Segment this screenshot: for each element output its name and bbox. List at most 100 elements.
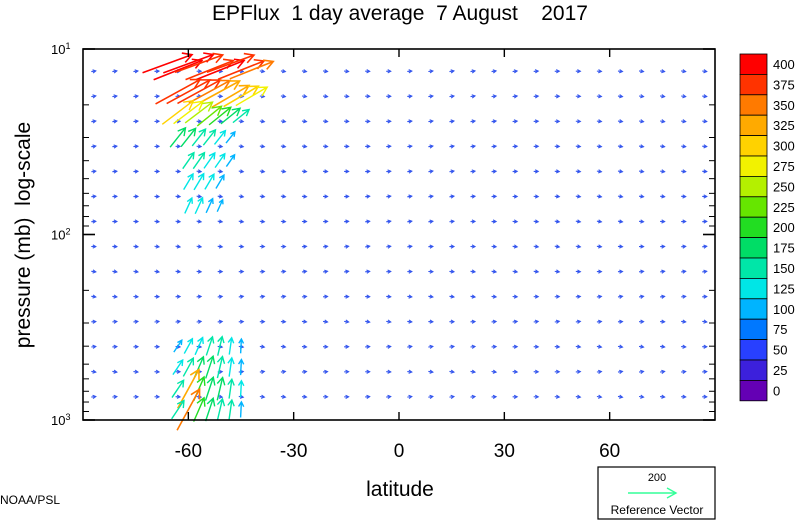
- background-vector: [133, 119, 140, 124]
- epflux-vector: [229, 59, 275, 80]
- background-vector: [322, 319, 329, 324]
- background-vector: [638, 69, 645, 74]
- background-vector: [512, 144, 519, 149]
- background-vector: [407, 94, 413, 99]
- epflux-vector: [237, 400, 245, 418]
- background-vector: [91, 344, 97, 349]
- background-vector: [702, 244, 708, 249]
- background-vector: [596, 119, 603, 124]
- background-vector: [175, 144, 182, 149]
- epflux-vector: [205, 197, 214, 214]
- background-vector: [660, 294, 666, 299]
- background-vector: [217, 94, 224, 99]
- epflux-vector: [204, 375, 216, 401]
- background-vector: [449, 319, 456, 324]
- background-vector: [554, 344, 561, 349]
- background-vector: [554, 319, 561, 324]
- epflux-vector: [203, 151, 216, 169]
- background-vector: [175, 219, 182, 224]
- background-vector: [301, 344, 308, 349]
- background-vector: [280, 219, 287, 224]
- colorbar-swatch: [739, 53, 768, 75]
- background-vector: [428, 244, 434, 249]
- background-vector: [196, 169, 203, 174]
- background-vector: [554, 94, 561, 99]
- background-vector: [365, 394, 371, 399]
- colorbar-label: 400: [773, 57, 795, 72]
- epflux-vector: [182, 356, 195, 377]
- background-vector: [322, 144, 329, 149]
- epflux-vector: [225, 130, 236, 144]
- background-vector: [280, 194, 287, 199]
- background-vector: [280, 69, 287, 74]
- background-vector: [660, 194, 666, 199]
- background-vector: [365, 344, 371, 349]
- background-vector: [554, 119, 561, 124]
- colorbar-label: 225: [773, 200, 795, 215]
- background-vector: [112, 294, 118, 299]
- background-vector: [365, 144, 371, 149]
- background-vector: [112, 94, 118, 99]
- background-vector: [386, 369, 392, 374]
- background-vector: [617, 69, 624, 74]
- background-vector: [154, 269, 161, 274]
- background-vector: [702, 294, 708, 299]
- background-vector: [449, 244, 456, 249]
- background-vector: [301, 169, 308, 174]
- epflux-vector: [216, 198, 224, 212]
- background-vector: [112, 144, 118, 149]
- background-vector: [91, 319, 97, 324]
- background-vector: [154, 144, 161, 149]
- background-vector: [575, 369, 582, 374]
- background-vector: [554, 269, 561, 274]
- background-vector: [596, 69, 603, 74]
- colorbar-swatch: [739, 114, 768, 136]
- epflux-vector: [227, 398, 235, 420]
- background-vector: [702, 94, 708, 99]
- background-vector: [280, 369, 287, 374]
- background-vector: [259, 369, 266, 374]
- background-vector: [91, 394, 97, 399]
- background-vector: [344, 244, 350, 249]
- background-vector: [681, 294, 687, 299]
- background-vector: [407, 294, 413, 299]
- background-vector: [322, 369, 329, 374]
- credit-label: NOAA/PSL: [0, 493, 61, 507]
- background-vector: [259, 394, 266, 399]
- x-tick-label: -30: [280, 441, 307, 462]
- background-vector: [617, 144, 624, 149]
- background-vector: [596, 269, 603, 274]
- background-vector: [575, 144, 582, 149]
- background-vector: [638, 269, 645, 274]
- background-vector: [449, 344, 456, 349]
- background-vector: [681, 169, 687, 174]
- epflux-vector: [173, 100, 205, 125]
- background-vector: [617, 319, 624, 324]
- epflux-vector: [171, 379, 185, 398]
- background-vector: [533, 69, 540, 74]
- background-vector: [175, 369, 182, 374]
- background-vector: [491, 344, 498, 349]
- background-vector: [660, 344, 666, 349]
- background-vector: [280, 294, 287, 299]
- background-vector: [344, 94, 350, 99]
- background-vector: [217, 269, 224, 274]
- background-vector: [575, 119, 582, 124]
- colorbar-swatch: [739, 257, 768, 279]
- background-vector: [449, 369, 456, 374]
- background-vector: [533, 169, 540, 174]
- background-vector: [638, 219, 645, 224]
- epflux-vector: [196, 105, 223, 127]
- epflux-vector: [194, 336, 204, 356]
- background-vector: [386, 294, 392, 299]
- background-vector: [512, 294, 519, 299]
- epflux-vector: [172, 358, 184, 375]
- background-vector: [196, 69, 203, 74]
- colorbar-swatch: [739, 175, 768, 198]
- colorbar-label: 350: [773, 98, 795, 113]
- background-vector: [428, 369, 434, 374]
- background-vector: [638, 394, 645, 399]
- colorbar-label: 50: [773, 343, 787, 358]
- background-vector: [575, 194, 582, 199]
